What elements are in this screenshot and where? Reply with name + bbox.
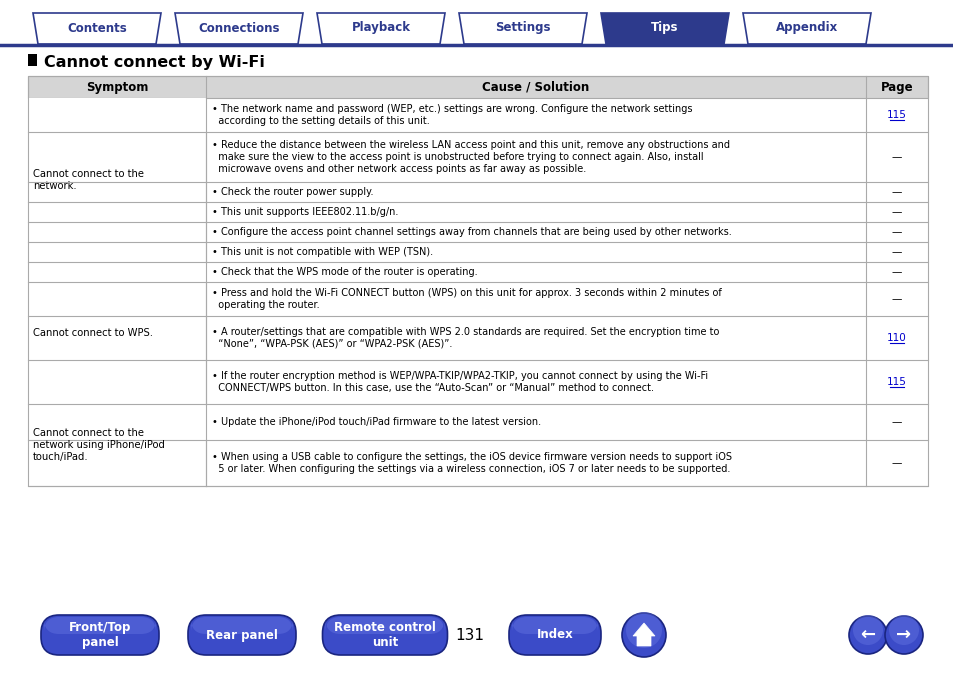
Text: —: — bbox=[891, 187, 902, 197]
Bar bbox=[28, 98, 206, 262]
Polygon shape bbox=[174, 13, 303, 44]
Text: Front/Top
panel: Front/Top panel bbox=[69, 621, 132, 649]
Text: —: — bbox=[891, 267, 902, 277]
Text: 115: 115 bbox=[886, 110, 906, 120]
Bar bbox=[28, 404, 206, 486]
Text: Cannot connect to the
network using iPhone/iPod
touch/iPad.: Cannot connect to the network using iPho… bbox=[33, 429, 165, 462]
FancyBboxPatch shape bbox=[44, 617, 156, 634]
Text: Tips: Tips bbox=[651, 22, 678, 34]
Text: Connections: Connections bbox=[198, 22, 279, 34]
Text: Playback: Playback bbox=[351, 22, 410, 34]
Text: • Check the router power supply.: • Check the router power supply. bbox=[212, 187, 374, 197]
Text: • Configure the access point channel settings away from channels that are being : • Configure the access point channel set… bbox=[212, 227, 731, 237]
Text: 115: 115 bbox=[886, 377, 906, 387]
Text: —: — bbox=[891, 247, 902, 257]
FancyBboxPatch shape bbox=[191, 617, 293, 634]
Text: —: — bbox=[891, 227, 902, 237]
Text: • This unit supports IEEE802.11.b/g/n.: • This unit supports IEEE802.11.b/g/n. bbox=[212, 207, 398, 217]
Text: Cannot connect to WPS.: Cannot connect to WPS. bbox=[33, 328, 152, 338]
Text: Remote control
unit: Remote control unit bbox=[334, 621, 436, 649]
Polygon shape bbox=[633, 623, 655, 646]
Text: 131: 131 bbox=[455, 627, 484, 643]
Text: —: — bbox=[891, 207, 902, 217]
FancyBboxPatch shape bbox=[322, 615, 447, 655]
Text: Index: Index bbox=[536, 629, 573, 641]
Text: • Reduce the distance between the wireless LAN access point and this unit, remov: • Reduce the distance between the wirele… bbox=[212, 141, 729, 174]
Text: Cause / Solution: Cause / Solution bbox=[482, 81, 589, 94]
Text: Cannot connect by Wi-Fi: Cannot connect by Wi-Fi bbox=[44, 55, 265, 69]
Text: • When using a USB cable to configure the settings, the iOS device firmware vers: • When using a USB cable to configure th… bbox=[212, 452, 731, 474]
Circle shape bbox=[625, 612, 661, 648]
Circle shape bbox=[884, 616, 923, 654]
Text: Settings: Settings bbox=[495, 22, 550, 34]
Polygon shape bbox=[316, 13, 444, 44]
Bar bbox=[28, 54, 37, 66]
Circle shape bbox=[848, 616, 886, 654]
FancyBboxPatch shape bbox=[512, 617, 598, 634]
Text: Page: Page bbox=[880, 81, 912, 94]
Text: Contents: Contents bbox=[67, 22, 127, 34]
Polygon shape bbox=[458, 13, 586, 44]
FancyBboxPatch shape bbox=[188, 615, 295, 655]
Text: Cannot connect to the
network.: Cannot connect to the network. bbox=[33, 169, 144, 191]
FancyBboxPatch shape bbox=[325, 617, 444, 634]
Text: Appendix: Appendix bbox=[775, 22, 838, 34]
Polygon shape bbox=[33, 13, 161, 44]
Polygon shape bbox=[742, 13, 870, 44]
Bar bbox=[28, 262, 206, 404]
Text: —: — bbox=[891, 294, 902, 304]
Circle shape bbox=[888, 615, 918, 645]
Text: —: — bbox=[891, 417, 902, 427]
Bar bbox=[28, 76, 927, 486]
Circle shape bbox=[852, 615, 882, 645]
Text: • Check that the WPS mode of the router is operating.: • Check that the WPS mode of the router … bbox=[212, 267, 477, 277]
Text: • Press and hold the Wi-Fi CONNECT button (WPS) on this unit for approx. 3 secon: • Press and hold the Wi-Fi CONNECT butto… bbox=[212, 288, 721, 310]
FancyBboxPatch shape bbox=[509, 615, 600, 655]
FancyBboxPatch shape bbox=[41, 615, 159, 655]
Text: Rear panel: Rear panel bbox=[206, 629, 277, 641]
Text: • Update the iPhone/iPod touch/iPad firmware to the latest version.: • Update the iPhone/iPod touch/iPad firm… bbox=[212, 417, 540, 427]
Bar bbox=[28, 76, 927, 98]
Circle shape bbox=[621, 613, 665, 657]
Text: →: → bbox=[896, 626, 911, 644]
Text: • This unit is not compatible with WEP (TSN).: • This unit is not compatible with WEP (… bbox=[212, 247, 433, 257]
Text: • If the router encryption method is WEP/WPA-TKIP/WPA2-TKIP, you cannot connect : • If the router encryption method is WEP… bbox=[212, 371, 707, 393]
Text: Symptom: Symptom bbox=[86, 81, 148, 94]
Text: ←: ← bbox=[860, 626, 875, 644]
Text: • A router/settings that are compatible with WPS 2.0 standards are required. Set: • A router/settings that are compatible … bbox=[212, 327, 719, 349]
Text: —: — bbox=[891, 458, 902, 468]
Polygon shape bbox=[600, 13, 728, 44]
Text: 110: 110 bbox=[886, 333, 906, 343]
Text: —: — bbox=[891, 152, 902, 162]
Text: • The network name and password (WEP, etc.) settings are wrong. Configure the ne: • The network name and password (WEP, et… bbox=[212, 104, 692, 126]
